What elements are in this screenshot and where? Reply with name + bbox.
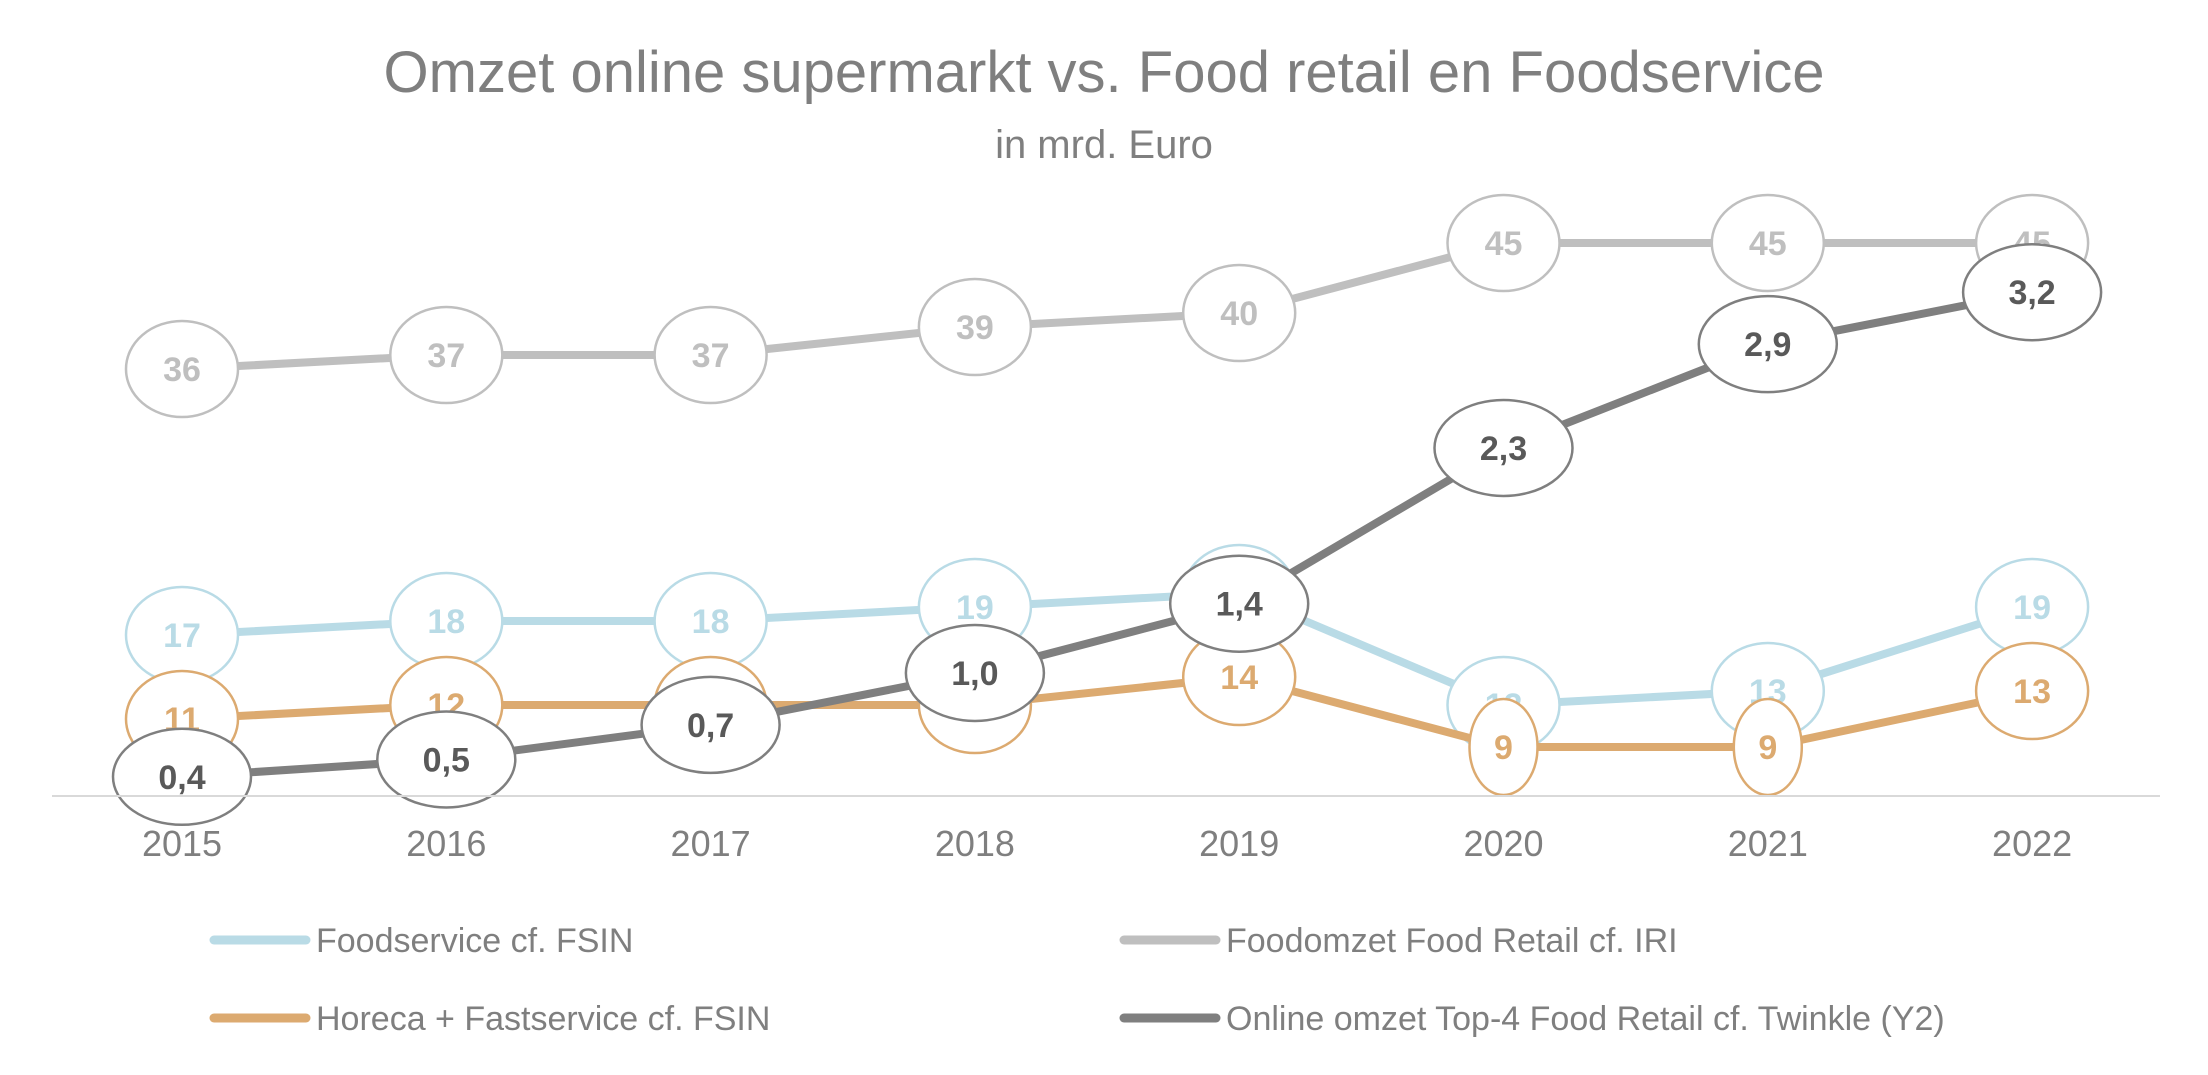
x-tick-label-2021: 2021 xyxy=(1728,823,1808,864)
data-point-foodomzet-food-retail-cf-iri-2018 xyxy=(917,277,1033,377)
legend-label-foodomzet-food-retail-cf-iri: Foodomzet Food Retail cf. IRI xyxy=(1226,922,1678,960)
data-point-online-omzet-top-4-food-retail-cf-twinkle-y2-2016 xyxy=(376,710,517,809)
data-label-foodservice-cf-fsin-2022: 19 xyxy=(2013,589,2051,627)
data-label-online-omzet-top-4-food-retail-cf-twinkle-y2-2017: 0,7 xyxy=(687,707,734,745)
data-point-horeca-fastservice-cf-fsin-2022 xyxy=(1974,641,2090,741)
x-tick-label-2018: 2018 xyxy=(935,823,1015,864)
data-label-foodomzet-food-retail-cf-iri-2020: 45 xyxy=(1485,225,1523,263)
data-point-online-omzet-top-4-food-retail-cf-twinkle-y2-2019 xyxy=(1168,554,1310,653)
data-label-online-omzet-top-4-food-retail-cf-twinkle-y2-2021: 2,9 xyxy=(1744,326,1791,364)
data-label-online-omzet-top-4-food-retail-cf-twinkle-y2-2018: 1,0 xyxy=(951,655,998,693)
legend-item-foodomzet-food-retail-cf-iri: Foodomzet Food Retail cf. IRI xyxy=(1119,922,1678,960)
x-axis: 2015 2016 2017 2018 2019 2020 2021 2022 xyxy=(52,795,2160,864)
series-foodomzet-food-retail-cf-iri: 3637373940454545 xyxy=(124,193,2090,419)
legend-item-online-omzet-top-4-food-retail-cf-twinkle-y2: Online omzet Top-4 Food Retail cf. Twink… xyxy=(1119,1000,1945,1038)
data-point-online-omzet-top-4-food-retail-cf-twinkle-y2-2017 xyxy=(640,675,781,775)
data-point-online-omzet-top-4-food-retail-cf-twinkle-y2-2015 xyxy=(111,727,253,827)
data-label-foodomzet-food-retail-cf-iri-2016: 37 xyxy=(427,337,465,375)
data-label-foodservice-cf-fsin-2018: 19 xyxy=(956,589,994,627)
data-point-foodomzet-food-retail-cf-iri-2020 xyxy=(1446,193,1561,293)
legend-item-horeca-fastservice-cf-fsin: Horeca + Fastservice cf. FSIN xyxy=(209,1000,770,1038)
data-label-online-omzet-top-4-food-retail-cf-twinkle-y2-2022: 3,2 xyxy=(2008,274,2055,312)
data-label-foodomzet-food-retail-cf-iri-2017: 37 xyxy=(692,337,730,375)
data-label-online-omzet-top-4-food-retail-cf-twinkle-y2-2015: 0,4 xyxy=(158,759,205,797)
data-label-horeca-fastservice-cf-fsin-2020: 9 xyxy=(1494,729,1513,767)
legend-label-foodservice-cf-fsin: Foodservice cf. FSIN xyxy=(316,922,633,960)
x-tick-label-2020: 2020 xyxy=(1463,823,1543,864)
x-tick-label-2022: 2022 xyxy=(1992,823,2072,864)
legend-label-online-omzet-top-4-food-retail-cf-twinkle-y2: Online omzet Top-4 Food Retail cf. Twink… xyxy=(1226,1000,1945,1038)
data-label-horeca-fastservice-cf-fsin-2021: 9 xyxy=(1758,729,1777,767)
series-online-omzet-top-4-food-retail-cf-twinkle-y2: 0,4 0,5 0,7 1,0 1,4 2,3 2,9 3,2 xyxy=(111,242,2103,827)
data-label-online-omzet-top-4-food-retail-cf-twinkle-y2-2016: 0,5 xyxy=(423,741,470,779)
legend: Foodservice cf. FSIN Foodomzet Food Retai… xyxy=(209,922,1945,1038)
data-label-foodomzet-food-retail-cf-iri-2021: 45 xyxy=(1749,225,1787,263)
x-tick-label-2016: 2016 xyxy=(406,823,486,864)
data-point-online-omzet-top-4-food-retail-cf-twinkle-y2-2018 xyxy=(904,623,1046,723)
data-label-horeca-fastservice-cf-fsin-2019: 14 xyxy=(1220,659,1258,697)
data-label-foodservice-cf-fsin-2015: 17 xyxy=(163,617,201,655)
data-label-foodservice-cf-fsin-2017: 18 xyxy=(692,603,730,641)
plot-area: 3637373940454545171818192012131911121212… xyxy=(111,193,2103,827)
data-label-online-omzet-top-4-food-retail-cf-twinkle-y2-2019: 1,4 xyxy=(1216,586,1263,624)
data-label-horeca-fastservice-cf-fsin-2022: 13 xyxy=(2013,673,2051,711)
x-tick-label-2019: 2019 xyxy=(1199,823,1279,864)
data-point-foodomzet-food-retail-cf-iri-2015 xyxy=(124,319,240,419)
data-point-foodomzet-food-retail-cf-iri-2016 xyxy=(389,305,504,405)
data-point-foodomzet-food-retail-cf-iri-2021 xyxy=(1710,193,1826,293)
chart-subtitle: in mrd. Euro xyxy=(995,123,1213,167)
x-tick-label-2015: 2015 xyxy=(142,823,222,864)
data-label-foodomzet-food-retail-cf-iri-2019: 40 xyxy=(1220,295,1258,333)
data-point-online-omzet-top-4-food-retail-cf-twinkle-y2-2021 xyxy=(1697,294,1839,394)
legend-item-foodservice-cf-fsin: Foodservice cf. FSIN xyxy=(209,922,633,960)
data-label-foodomzet-food-retail-cf-iri-2015: 36 xyxy=(163,351,201,389)
data-point-foodomzet-food-retail-cf-iri-2017 xyxy=(653,305,768,405)
data-point-foodomzet-food-retail-cf-iri-2019 xyxy=(1181,263,1297,363)
data-point-online-omzet-top-4-food-retail-cf-twinkle-y2-2020 xyxy=(1433,398,1574,498)
data-label-foodomzet-food-retail-cf-iri-2018: 39 xyxy=(956,309,994,347)
data-point-online-omzet-top-4-food-retail-cf-twinkle-y2-2022 xyxy=(1961,242,2103,342)
chart-title: Omzet online supermarkt vs. Food retail … xyxy=(384,40,1825,105)
legend-label-horeca-fastservice-cf-fsin: Horeca + Fastservice cf. FSIN xyxy=(316,1000,770,1038)
x-tick-label-2017: 2017 xyxy=(671,823,751,864)
data-label-online-omzet-top-4-food-retail-cf-twinkle-y2-2020: 2,3 xyxy=(1480,430,1527,468)
data-label-foodservice-cf-fsin-2016: 18 xyxy=(427,603,465,641)
